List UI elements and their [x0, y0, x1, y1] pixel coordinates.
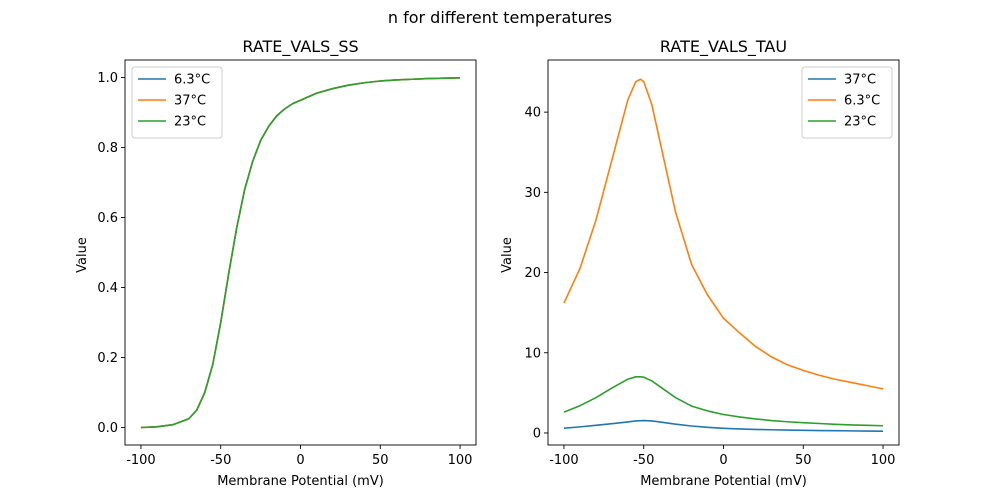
x-tick-label: 50 [372, 453, 389, 468]
legend-label: 23°C [844, 115, 876, 130]
series-line-1 [563, 78, 884, 390]
y-tick-label: 1.0 [97, 71, 118, 86]
y-tick-label: 0.4 [97, 281, 118, 296]
subplot-rate-vals-ss: RATE_VALS_SS Membrane Potential (mV) Val… [75, 37, 477, 489]
x-tick-label: -100 [549, 453, 579, 468]
y-tick-label: 0.6 [97, 211, 118, 226]
x-tick-label: -50 [633, 453, 654, 468]
legend-label: 23°C [174, 115, 206, 130]
x-tick-label: 100 [448, 453, 473, 468]
x-tick-label: 100 [871, 453, 896, 468]
x-tick-label: 50 [795, 453, 812, 468]
x-axis-label: Membrane Potential (mV) [640, 474, 807, 489]
y-tick-label: 0.2 [97, 351, 118, 366]
legend-label: 6.3°C [174, 73, 210, 88]
y-tick-label: 0.8 [97, 141, 118, 156]
y-axis-label: Value [75, 237, 90, 273]
y-tick-label: 0.0 [97, 421, 118, 436]
y-axis-label: Value [500, 237, 515, 273]
x-axis-label: Membrane Potential (mV) [217, 474, 384, 489]
legend-label: 37°C [174, 94, 206, 109]
legend: 37°C 6.3°C 23°C [801, 66, 893, 139]
series-line-0 [563, 419, 884, 432]
x-tick-label: 0 [296, 453, 304, 468]
x-tick-label: -50 [210, 453, 231, 468]
y-tick-label: 10 [524, 346, 541, 361]
subplot-title: RATE_VALS_TAU [660, 37, 787, 57]
subplot-title: RATE_VALS_SS [242, 37, 358, 57]
subplot-rate-vals-tau: RATE_VALS_TAU Membrane Potential (mV) Va… [500, 37, 900, 489]
x-tick-label: -100 [126, 453, 156, 468]
y-tick-label: 40 [524, 106, 541, 121]
y-tick-label: 30 [524, 186, 541, 201]
y-tick-label: 20 [524, 266, 541, 281]
series-line-2 [140, 77, 461, 429]
x-tick-label: 0 [719, 453, 727, 468]
y-tick-label: 0 [533, 426, 541, 441]
legend-label: 37°C [844, 73, 876, 88]
series-line-2 [563, 376, 884, 427]
figure-suptitle: n for different temperatures [388, 8, 612, 27]
legend-label: 6.3°C [844, 94, 880, 109]
legend: 6.3°C 37°C 23°C [131, 66, 223, 139]
